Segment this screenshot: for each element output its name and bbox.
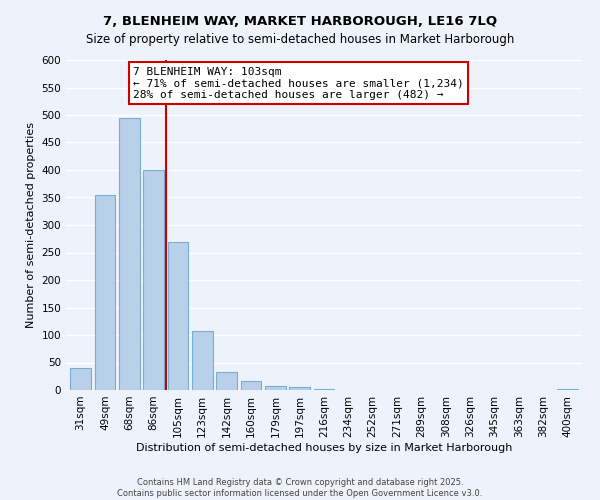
Bar	[119, 118, 140, 390]
Bar	[241, 381, 262, 390]
Bar	[167, 242, 188, 390]
Bar	[95, 194, 115, 390]
Y-axis label: Number of semi-detached properties: Number of semi-detached properties	[26, 122, 36, 328]
Text: 7 BLENHEIM WAY: 103sqm
← 71% of semi-detached houses are smaller (1,234)
28% of : 7 BLENHEIM WAY: 103sqm ← 71% of semi-det…	[133, 66, 464, 100]
Bar	[265, 386, 286, 390]
Bar	[192, 331, 212, 390]
Text: Contains HM Land Registry data © Crown copyright and database right 2025.
Contai: Contains HM Land Registry data © Crown c…	[118, 478, 482, 498]
X-axis label: Distribution of semi-detached houses by size in Market Harborough: Distribution of semi-detached houses by …	[136, 442, 512, 452]
Text: Size of property relative to semi-detached houses in Market Harborough: Size of property relative to semi-detach…	[86, 32, 514, 46]
Bar	[70, 368, 91, 390]
Text: 7, BLENHEIM WAY, MARKET HARBOROUGH, LE16 7LQ: 7, BLENHEIM WAY, MARKET HARBOROUGH, LE16…	[103, 15, 497, 28]
Bar	[216, 372, 237, 390]
Bar	[557, 389, 578, 390]
Bar	[143, 170, 164, 390]
Bar	[289, 387, 310, 390]
